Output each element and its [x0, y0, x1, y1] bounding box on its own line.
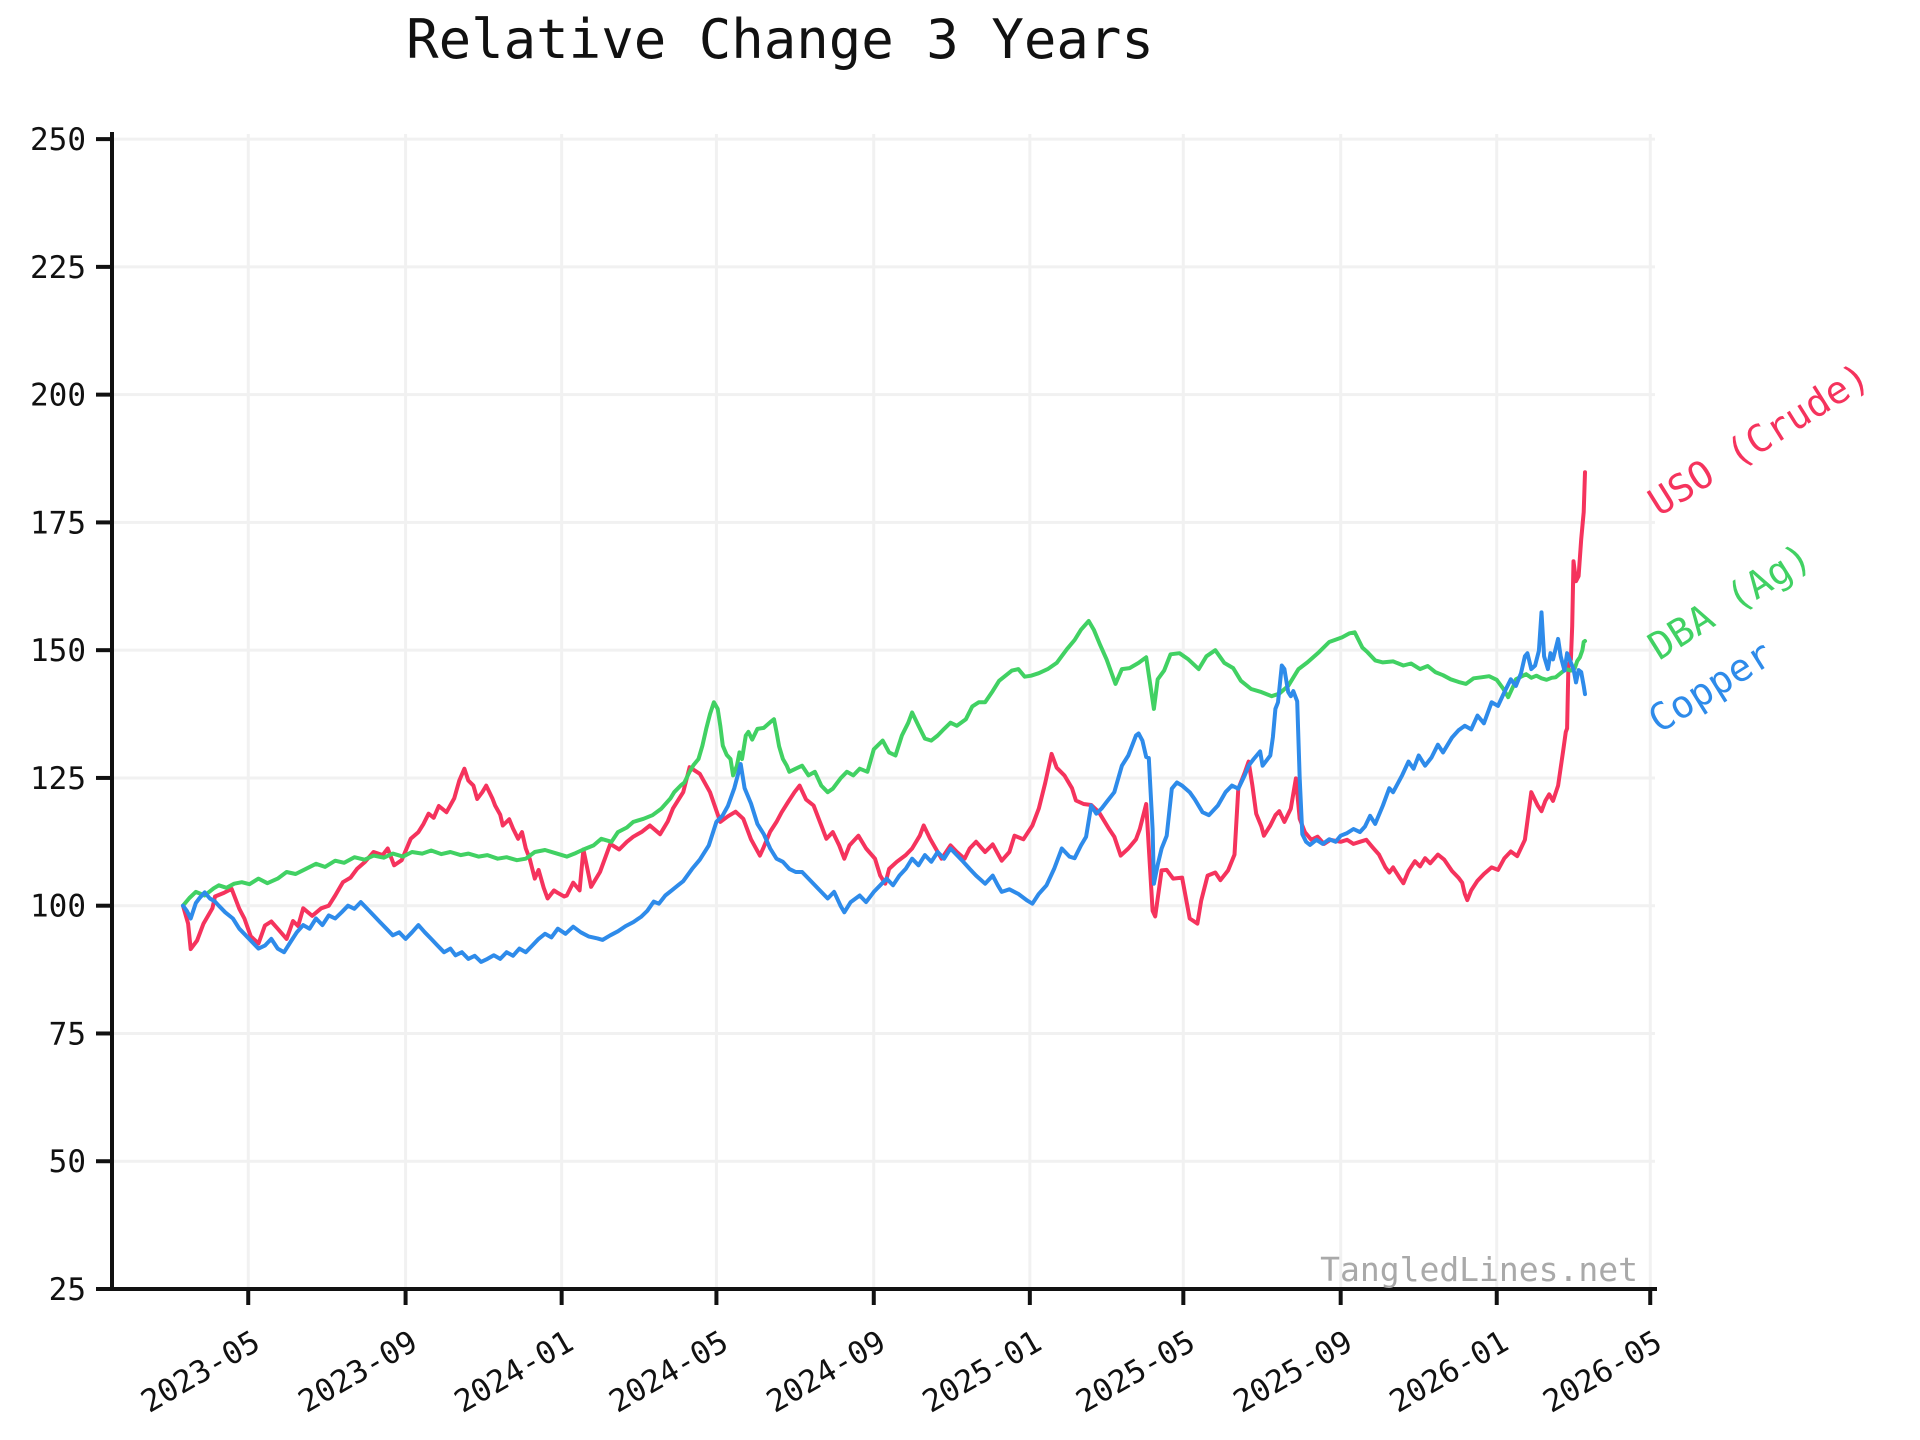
series-line-copper: [181, 610, 1587, 964]
y-tick-label: 125: [30, 761, 86, 797]
x-tick-label: 2025-05: [1070, 1324, 1201, 1421]
x-tick-label: 2025-09: [1228, 1324, 1359, 1421]
y-tick-label: 200: [30, 378, 86, 414]
axes: [96, 132, 1657, 1305]
chart-title: Relative Change 3 Years: [406, 8, 1154, 71]
y-tick-label: 225: [30, 250, 86, 286]
y-tick-label: 25: [49, 1272, 86, 1308]
y-tick-label: 75: [49, 1016, 86, 1052]
x-tick-label: 2026-01: [1384, 1324, 1515, 1421]
series-label-uso-crude: USO (Crude): [1640, 354, 1877, 525]
x-tick-label: 2023-05: [135, 1324, 266, 1421]
y-tick-label: 250: [30, 122, 86, 158]
y-tick-label: 50: [49, 1144, 86, 1180]
series-lines: [181, 470, 1587, 964]
y-tick-label: 100: [30, 889, 86, 925]
x-tick-label: 2023-09: [292, 1324, 423, 1421]
gridlines: [112, 134, 1655, 1291]
x-tick-label: 2024-05: [603, 1324, 734, 1421]
x-tick-label: 2024-09: [761, 1324, 892, 1421]
x-tick-label: 2026-05: [1537, 1324, 1668, 1421]
series-line-uso-crude: [181, 470, 1587, 952]
y-tick-label: 150: [30, 633, 86, 669]
watermark: TangledLines.net: [1320, 1250, 1638, 1289]
series-line-dba-ag: [181, 619, 1587, 908]
x-tick-label: 2024-01: [448, 1324, 579, 1421]
y-tick-label: 175: [30, 505, 86, 541]
x-tick-label: 2025-01: [917, 1324, 1048, 1421]
